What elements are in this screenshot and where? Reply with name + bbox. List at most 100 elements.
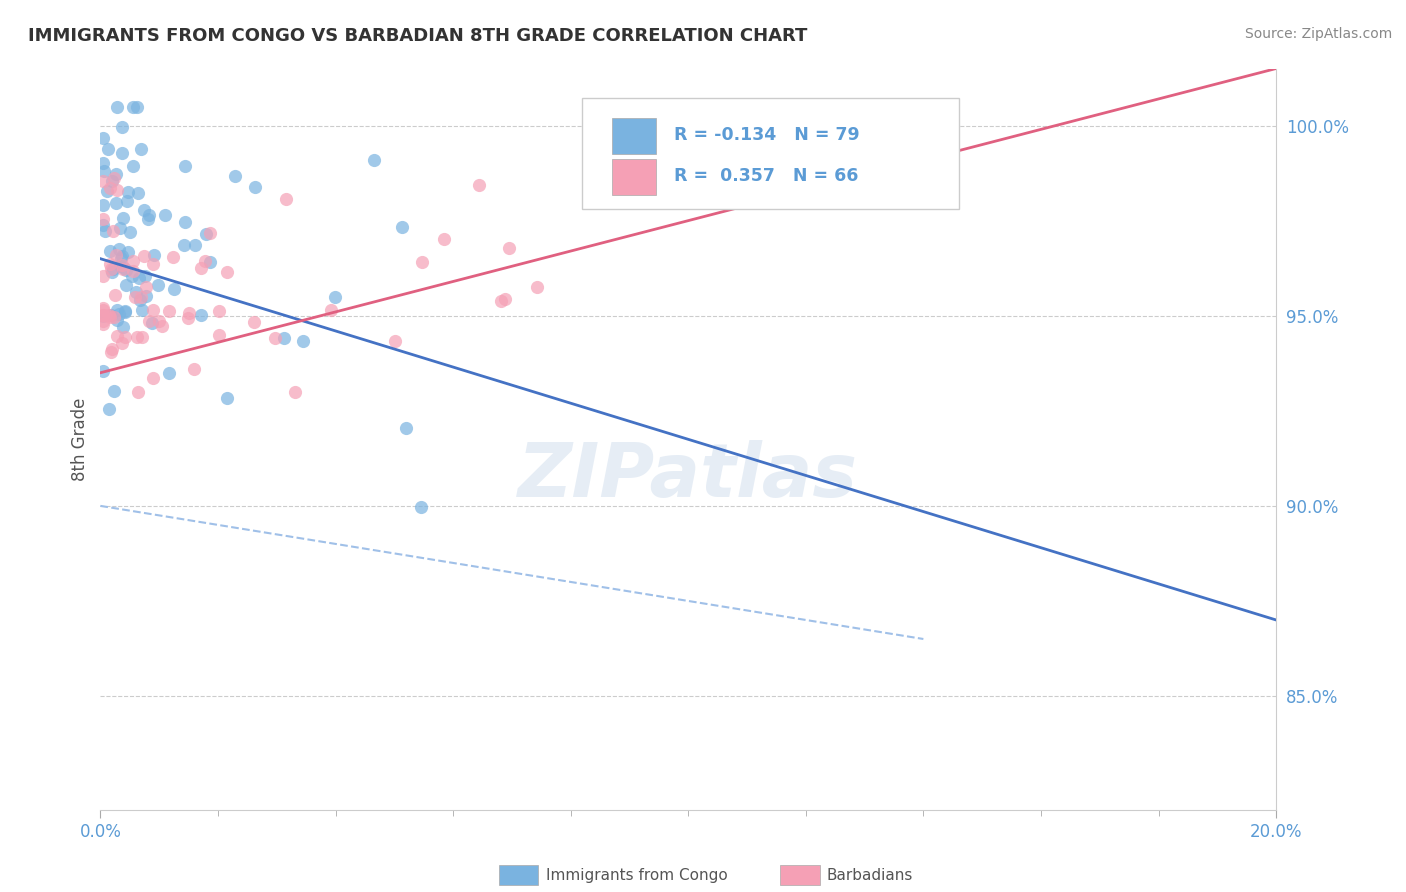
Text: Barbadians: Barbadians bbox=[827, 868, 912, 882]
Point bbox=[323, 290, 346, 304]
Point bbox=[141, 316, 163, 330]
Point bbox=[104, 288, 127, 302]
Point bbox=[111, 249, 134, 263]
Point bbox=[91, 174, 114, 188]
Text: IMMIGRANTS FROM CONGO VS BARBADIAN 8TH GRADE CORRELATION CHART: IMMIGRANTS FROM CONGO VS BARBADIAN 8TH G… bbox=[28, 27, 807, 45]
Point bbox=[101, 342, 124, 356]
Point bbox=[112, 260, 135, 275]
Point bbox=[243, 314, 266, 328]
Point bbox=[411, 500, 433, 515]
FancyBboxPatch shape bbox=[582, 98, 959, 210]
Text: Source: ZipAtlas.com: Source: ZipAtlas.com bbox=[1244, 27, 1392, 41]
Point bbox=[108, 259, 131, 273]
Point bbox=[91, 308, 114, 322]
Text: R = -0.134   N = 79: R = -0.134 N = 79 bbox=[673, 127, 859, 145]
Point bbox=[108, 242, 131, 256]
Point bbox=[91, 363, 114, 377]
Point bbox=[98, 308, 121, 322]
Point bbox=[104, 195, 127, 210]
Point bbox=[129, 142, 152, 156]
Point bbox=[127, 186, 149, 200]
Point bbox=[136, 212, 159, 227]
Point bbox=[98, 244, 121, 258]
Point bbox=[194, 253, 217, 268]
Point bbox=[131, 330, 153, 344]
Point bbox=[125, 330, 148, 344]
Point bbox=[494, 292, 516, 306]
Point bbox=[129, 293, 152, 307]
Point bbox=[121, 159, 143, 173]
Point bbox=[105, 99, 128, 113]
Point bbox=[127, 384, 149, 399]
Point bbox=[208, 328, 231, 343]
Point bbox=[97, 142, 120, 156]
Point bbox=[273, 330, 295, 344]
Point bbox=[129, 290, 152, 304]
Point bbox=[101, 173, 124, 187]
Point bbox=[157, 304, 180, 318]
Point bbox=[198, 255, 221, 269]
Point bbox=[98, 181, 121, 195]
Point bbox=[124, 289, 146, 303]
Point bbox=[363, 153, 385, 167]
Point bbox=[115, 194, 138, 208]
Point bbox=[111, 258, 134, 272]
Point bbox=[91, 317, 114, 331]
Point bbox=[100, 265, 122, 279]
Point bbox=[111, 145, 134, 160]
Point bbox=[184, 238, 207, 252]
Point bbox=[142, 302, 165, 317]
Point bbox=[122, 254, 145, 268]
Point bbox=[91, 301, 114, 316]
Point bbox=[142, 256, 165, 270]
Point bbox=[146, 278, 169, 293]
Point bbox=[195, 227, 218, 241]
Point bbox=[91, 268, 114, 283]
Point bbox=[142, 371, 165, 385]
Point bbox=[100, 344, 122, 359]
Point bbox=[105, 329, 128, 343]
Point bbox=[103, 262, 125, 277]
Point bbox=[105, 302, 128, 317]
Point bbox=[395, 421, 418, 435]
Point bbox=[134, 268, 156, 283]
Point bbox=[115, 263, 138, 277]
Text: Immigrants from Congo: Immigrants from Congo bbox=[546, 868, 727, 882]
Point bbox=[125, 99, 148, 113]
Point bbox=[91, 218, 114, 232]
Point bbox=[177, 306, 200, 320]
Point bbox=[183, 361, 205, 376]
Point bbox=[98, 258, 121, 272]
Point bbox=[105, 168, 128, 182]
Point bbox=[128, 271, 150, 285]
Point bbox=[264, 331, 287, 345]
Point bbox=[112, 320, 135, 334]
Point bbox=[108, 221, 131, 235]
Point bbox=[91, 212, 114, 227]
Point bbox=[125, 285, 148, 300]
Point bbox=[93, 163, 115, 178]
Point bbox=[384, 334, 406, 349]
Point bbox=[111, 211, 134, 226]
Point bbox=[103, 384, 125, 399]
Point bbox=[163, 282, 186, 296]
Point bbox=[173, 238, 195, 252]
Point bbox=[245, 179, 267, 194]
Point bbox=[433, 232, 456, 246]
Point bbox=[134, 249, 156, 263]
Point bbox=[217, 265, 239, 279]
Point bbox=[174, 159, 197, 173]
Point bbox=[117, 185, 139, 199]
Point bbox=[97, 402, 120, 417]
Point bbox=[190, 260, 212, 275]
Point bbox=[292, 334, 315, 348]
Point bbox=[174, 214, 197, 228]
Text: ZIPatlas: ZIPatlas bbox=[519, 440, 858, 513]
Point bbox=[115, 277, 138, 292]
Point bbox=[110, 120, 132, 134]
Point bbox=[284, 384, 307, 399]
Point bbox=[114, 305, 136, 319]
Point bbox=[135, 289, 157, 303]
Point bbox=[208, 304, 231, 318]
Point bbox=[468, 178, 491, 193]
